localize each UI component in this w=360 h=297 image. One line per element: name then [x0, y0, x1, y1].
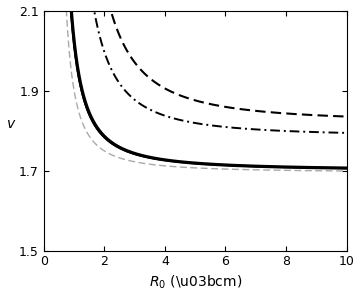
X-axis label: $R_0$ (\u03bcm): $R_0$ (\u03bcm)	[149, 274, 242, 291]
Y-axis label: $v$: $v$	[5, 117, 16, 131]
